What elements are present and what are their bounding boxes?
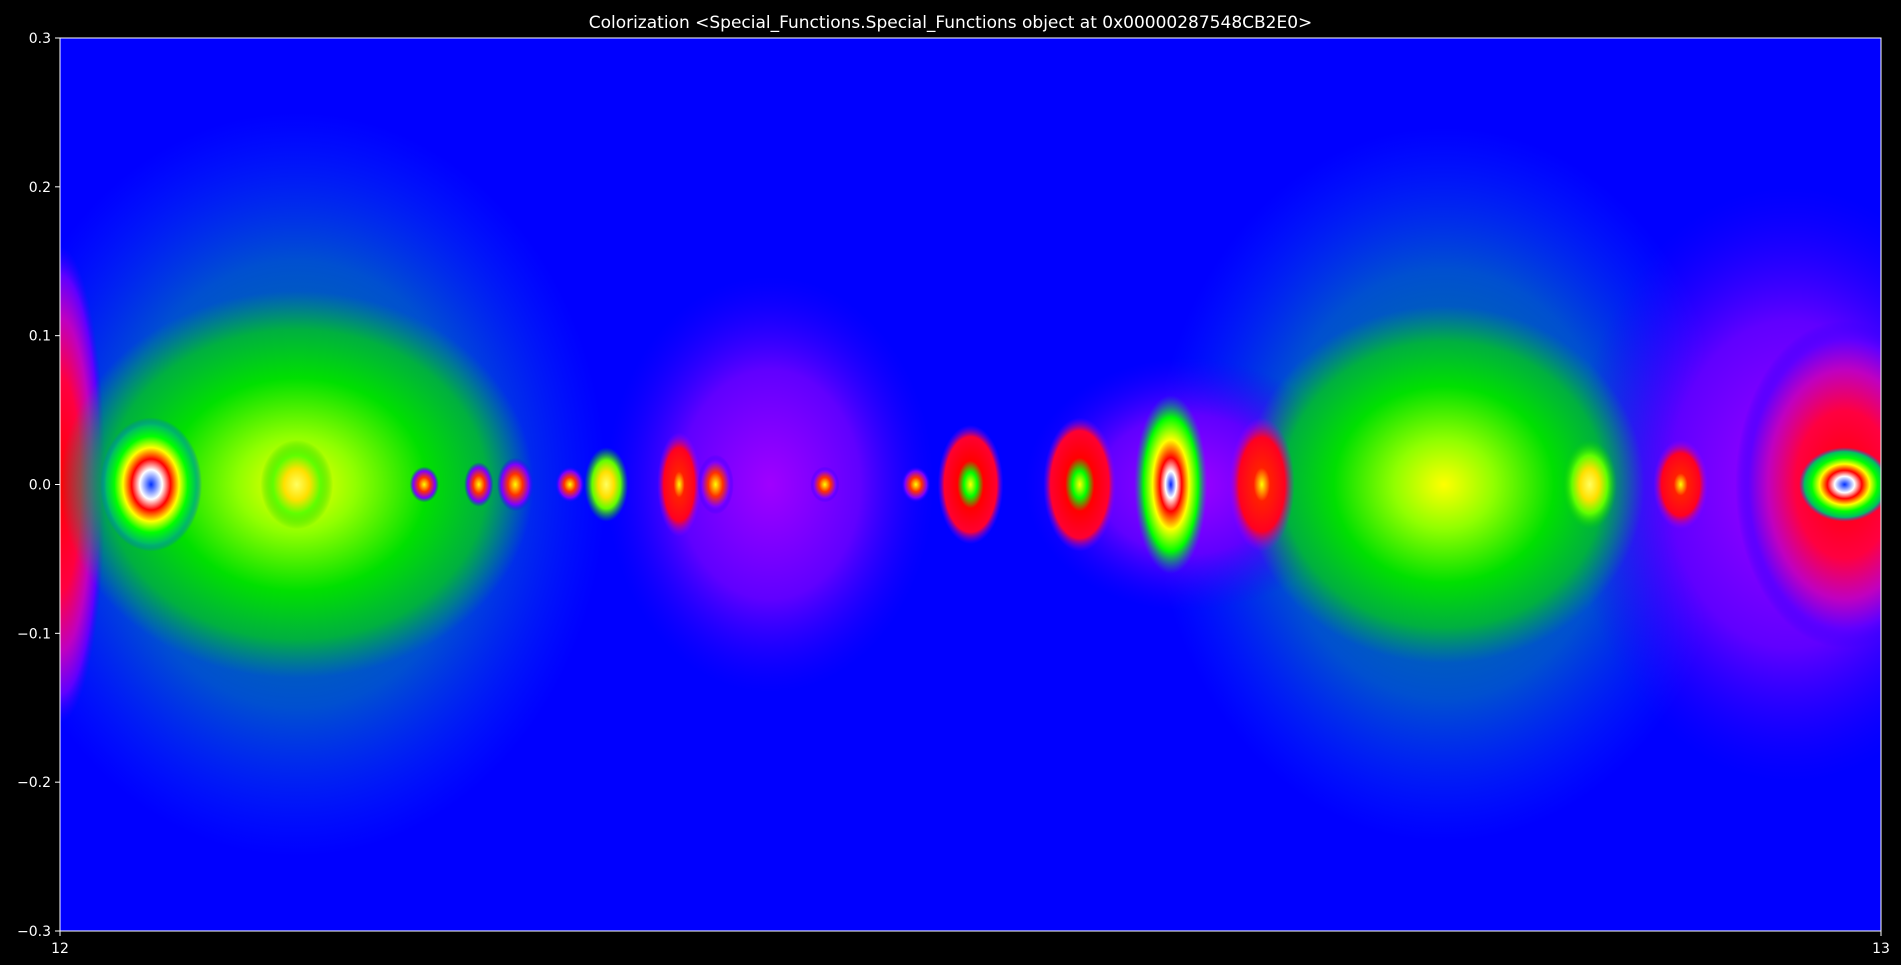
y-tick-label: 0.3 xyxy=(29,31,51,47)
y-tick-label: 0.2 xyxy=(29,180,51,196)
y-tick-label: −0.1 xyxy=(17,626,51,642)
heatmap-feature-yellow-blob xyxy=(1562,439,1617,530)
heatmap-feature-red-ring xyxy=(1043,417,1117,552)
heatmap-feature-red-dot xyxy=(657,432,701,537)
heatmap-feature-red-dot xyxy=(1229,417,1295,552)
heatmap-feature-small-spot xyxy=(901,466,931,503)
heatmap-feature-small-spot xyxy=(497,457,534,512)
heatmap-feature-ring xyxy=(1799,447,1881,522)
y-tick-label: 0.0 xyxy=(29,478,51,494)
heatmap-feature-small-spot xyxy=(409,466,439,503)
chart-title: Colorization <Special_Functions.Special_… xyxy=(588,13,1313,33)
heatmap-feature-red-dot xyxy=(1653,439,1709,530)
x-tick-label: 12 xyxy=(51,941,69,957)
y-tick-label: 0.1 xyxy=(29,329,51,345)
heatmap-feature-small-spot xyxy=(697,454,734,515)
x-axis: 12 13 xyxy=(51,931,1890,957)
y-tick-label: −0.2 xyxy=(17,775,51,791)
heatmap-features xyxy=(60,112,1881,857)
plot-area xyxy=(59,37,1882,932)
heatmap-feature-yellow-ring xyxy=(1134,395,1208,574)
y-tick-label: −0.3 xyxy=(17,924,51,940)
heatmap-feature-small-spot xyxy=(464,462,494,507)
heatmap-feature-violet-lobe xyxy=(606,276,935,693)
heatmap-feature-ring xyxy=(100,417,203,552)
heatmap-feature-small-spot xyxy=(810,466,840,503)
heatmap-feature-yellow-blob xyxy=(584,447,629,522)
x-tick-label: 13 xyxy=(1872,941,1890,957)
heatmap-feature-green-cloud xyxy=(1243,305,1645,664)
heatmap-feature-yellow-blob xyxy=(260,439,334,530)
heatmap-feature-red-ring xyxy=(937,424,1004,545)
y-axis: 0.3 0.2 0.1 0.0 −0.1 −0.2 −0.3 xyxy=(17,31,60,940)
heatmap-feature-small-spot xyxy=(555,466,585,503)
